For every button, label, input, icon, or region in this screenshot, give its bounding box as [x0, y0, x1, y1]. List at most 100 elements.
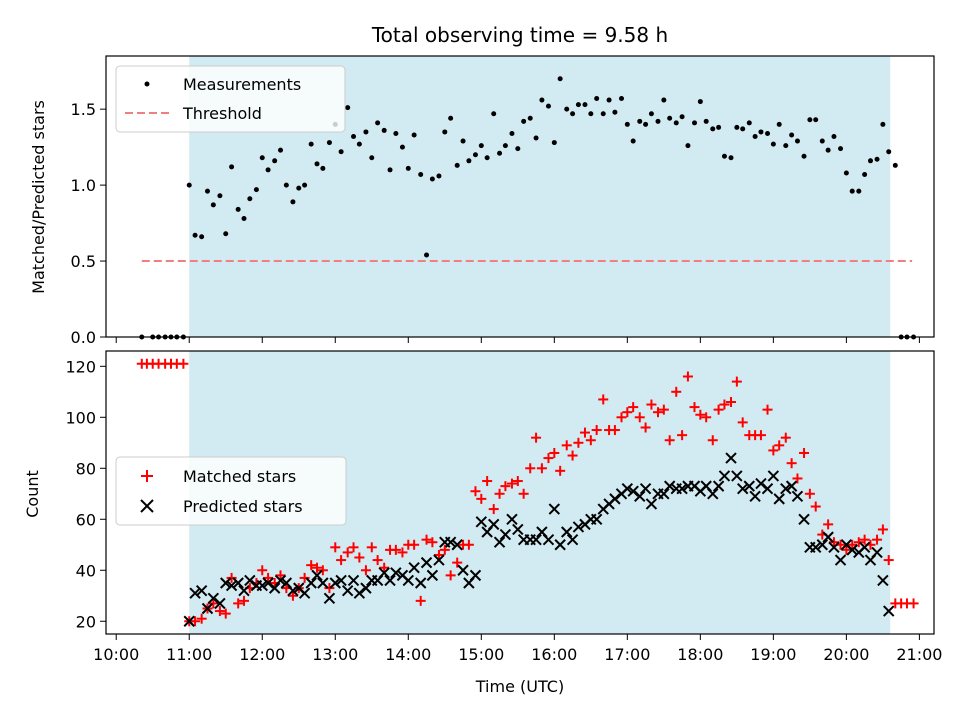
- data-point: [545, 103, 551, 109]
- marker-stroke: [810, 541, 822, 554]
- data-point: [178, 358, 189, 369]
- data-point: [590, 513, 603, 525]
- data-point: [621, 482, 634, 495]
- data-point: [588, 111, 594, 117]
- marker-stroke: [658, 488, 670, 500]
- x-tick-label: 13:00: [312, 645, 358, 664]
- data-point: [201, 602, 214, 615]
- marker-stroke: [274, 574, 287, 587]
- marker-stroke: [353, 587, 366, 599]
- data-point: [533, 135, 539, 141]
- marker-stroke: [785, 480, 798, 492]
- data-point: [379, 562, 390, 573]
- data-point: [765, 130, 771, 136]
- marker-stroke: [834, 554, 847, 566]
- marker-stroke: [335, 574, 347, 587]
- marker-stroke: [414, 577, 427, 589]
- data-point: [716, 124, 722, 130]
- marker-stroke: [816, 539, 828, 551]
- data-point: [689, 402, 700, 413]
- data-point: [794, 138, 800, 144]
- data-point: [566, 533, 579, 546]
- marker-stroke: [408, 562, 420, 574]
- data-point: [640, 422, 651, 433]
- data-point: [725, 452, 737, 464]
- data-point: [488, 504, 499, 515]
- marker-stroke: [761, 482, 774, 495]
- data-point: [807, 117, 813, 123]
- marker-stroke: [707, 488, 719, 500]
- data-point: [721, 153, 727, 159]
- data-point: [677, 430, 688, 441]
- data-point: [728, 155, 734, 161]
- data-point: [697, 99, 703, 105]
- data-point: [372, 555, 383, 566]
- data-point: [317, 565, 328, 576]
- marker-stroke: [220, 577, 232, 589]
- data-point: [707, 488, 719, 500]
- data-point: [664, 435, 675, 446]
- data-point: [433, 554, 445, 566]
- data-point: [561, 440, 572, 451]
- data-point: [402, 574, 414, 587]
- marker-stroke: [755, 477, 767, 490]
- data-point: [253, 187, 259, 193]
- data-point: [564, 106, 570, 112]
- data-point: [634, 490, 646, 503]
- data-point: [397, 547, 408, 558]
- data-point: [442, 129, 448, 135]
- data-point: [192, 232, 198, 238]
- legend-measurements-label: Measurements: [183, 75, 301, 94]
- data-point: [743, 480, 755, 492]
- marker-stroke: [469, 569, 482, 582]
- data-point: [671, 386, 682, 397]
- marker-stroke: [201, 602, 214, 615]
- x-tick-label: 12:00: [239, 645, 285, 664]
- data-point: [849, 188, 855, 194]
- data-point: [414, 577, 427, 589]
- data-point: [415, 595, 426, 606]
- data-point: [798, 513, 810, 525]
- data-point: [859, 534, 870, 545]
- data-point: [598, 394, 609, 405]
- data-point: [813, 117, 819, 123]
- data-point: [752, 134, 758, 140]
- data-point: [736, 482, 749, 495]
- legend-predicted-label: Predicted stars: [183, 497, 303, 516]
- data-point: [791, 490, 804, 503]
- data-point: [469, 569, 482, 582]
- data-point: [335, 574, 347, 587]
- data-point: [776, 121, 782, 127]
- data-point: [326, 140, 332, 146]
- series-matched-stars: [136, 358, 919, 627]
- legend-matched-marker: [141, 470, 153, 482]
- chart-title: Total observing time = 9.58 h: [371, 23, 668, 47]
- marker-stroke: [433, 554, 445, 566]
- x-tick-label: 15:00: [458, 645, 504, 664]
- data-point: [667, 115, 673, 121]
- data-point: [408, 562, 420, 574]
- data-point: [436, 173, 442, 179]
- data-point: [336, 555, 347, 566]
- marker-stroke: [798, 513, 810, 525]
- data-point: [305, 577, 317, 589]
- marker-stroke: [590, 513, 603, 525]
- data-point: [612, 109, 618, 115]
- data-point: [847, 539, 858, 550]
- y-tick-label: 80: [76, 459, 96, 478]
- data-point: [692, 120, 698, 126]
- data-point: [841, 544, 852, 555]
- marker-stroke: [725, 452, 737, 464]
- marker-stroke: [298, 587, 311, 599]
- marker-stroke: [561, 526, 573, 538]
- data-point: [356, 141, 362, 147]
- marker-stroke: [189, 587, 201, 599]
- marker-stroke: [287, 584, 299, 597]
- data-point: [302, 182, 308, 188]
- data-point: [287, 590, 298, 601]
- data-point: [627, 485, 639, 497]
- data-point: [239, 595, 249, 606]
- data-point: [575, 102, 581, 108]
- data-point: [375, 120, 381, 126]
